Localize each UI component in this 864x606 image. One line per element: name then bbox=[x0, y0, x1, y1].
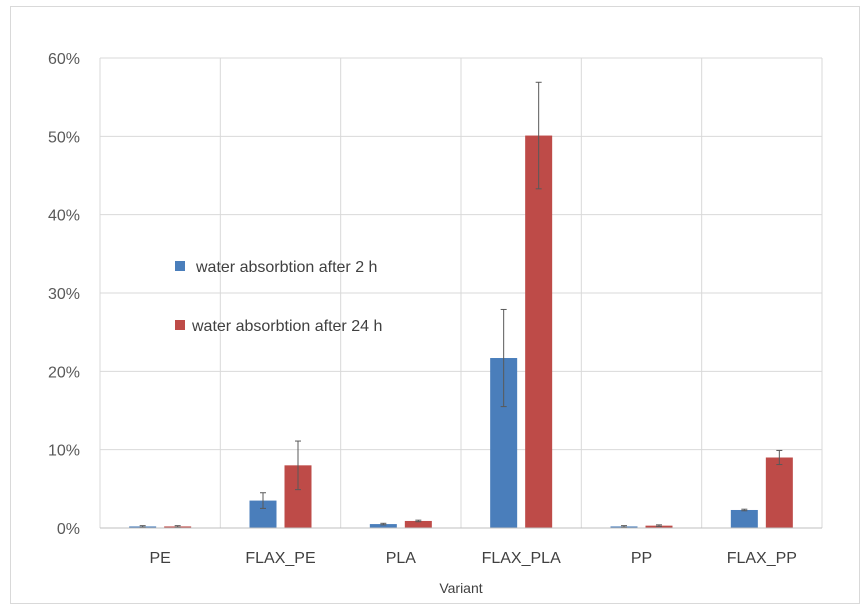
legend-label-24h: water absorbtion after 24 h bbox=[191, 318, 382, 335]
y-tick-label: 20% bbox=[48, 364, 80, 381]
x-tick-label: PLA bbox=[386, 550, 417, 567]
x-axis-title: Variant bbox=[439, 580, 482, 596]
legend-swatch-24h bbox=[175, 320, 185, 330]
y-tick-label: 60% bbox=[48, 51, 80, 68]
bar-24h bbox=[404, 520, 432, 528]
bar-2h bbox=[730, 509, 758, 528]
x-axis-category-labels: PE FLAX_PE PLA FLAX_PLA PP FLAX_PP bbox=[149, 550, 796, 567]
y-tick-label: 10% bbox=[48, 443, 80, 460]
x-tick-label: FLAX_PLA bbox=[482, 550, 561, 567]
gridlines bbox=[99, 57, 823, 528]
x-tick-label: PE bbox=[149, 550, 170, 567]
x-tick-label: PP bbox=[631, 550, 652, 567]
y-tick-label: 30% bbox=[48, 286, 80, 303]
error-bars bbox=[139, 81, 783, 528]
y-tick-label: 0% bbox=[57, 521, 80, 538]
x-tick-label: FLAX_PE bbox=[245, 550, 315, 567]
legend: water absorbtion after 2 h water absorbt… bbox=[175, 259, 382, 335]
chart-frame bbox=[10, 6, 860, 604]
bar-24h bbox=[525, 135, 553, 529]
y-tick-label: 40% bbox=[48, 208, 80, 225]
y-tick-label: 50% bbox=[48, 129, 80, 146]
bars bbox=[129, 135, 793, 529]
x-tick-label: FLAX_PP bbox=[727, 550, 797, 567]
bar-24h bbox=[765, 457, 793, 528]
y-axis-tick-labels: 0% 10% 20% 30% 40% 50% 60% bbox=[48, 51, 80, 538]
legend-label-2h: water absorbtion after 2 h bbox=[195, 259, 377, 276]
bar-2h bbox=[369, 524, 397, 528]
legend-swatch-2h bbox=[175, 261, 185, 271]
